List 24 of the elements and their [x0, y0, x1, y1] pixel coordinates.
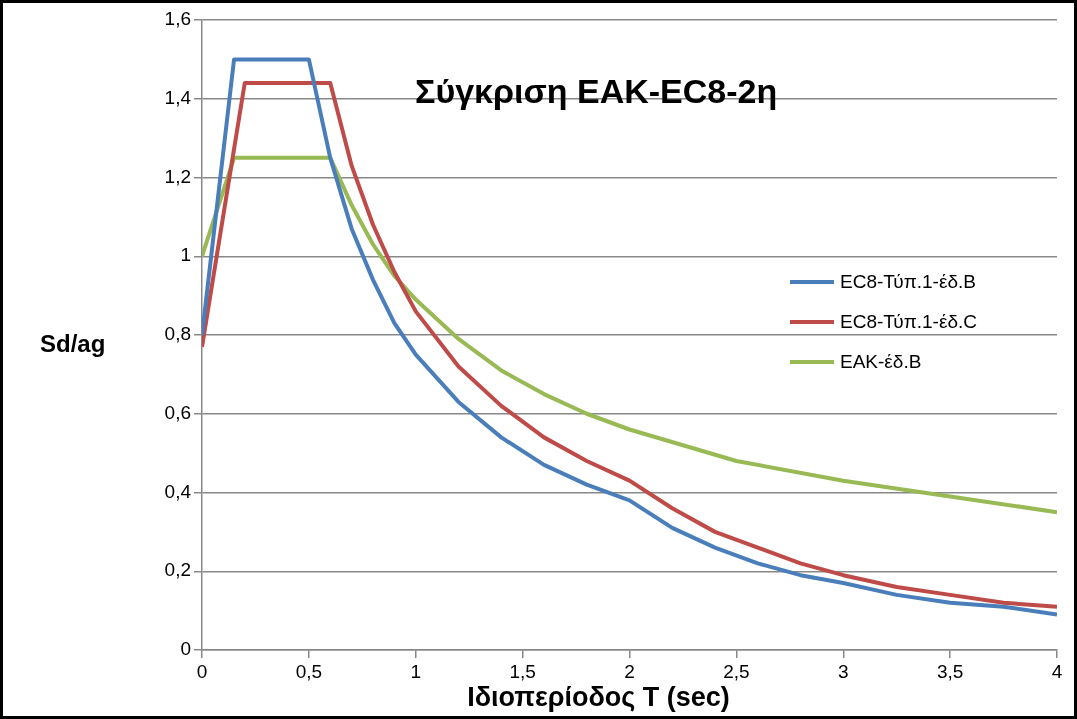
y-tick-label: 1,4: [164, 86, 192, 108]
legend-label: EC8-Τύπ.1-έδ.B: [840, 271, 976, 293]
y-tick-label: 0,8: [164, 323, 191, 345]
y-tick-label: 0,4: [164, 480, 192, 502]
x-tick-label: 2: [624, 660, 635, 682]
y-tick-label: 0,6: [164, 401, 191, 423]
y-tick-label: 0,2: [164, 559, 191, 581]
y-tick-label: 0: [180, 638, 191, 660]
x-tick-label: 3,5: [936, 660, 964, 682]
y-tick-label: 1,6: [164, 8, 191, 30]
x-tick-label: 0,5: [295, 660, 323, 682]
y-tick-label: 1,2: [164, 165, 191, 187]
x-tick-label: 4: [1051, 660, 1063, 682]
text: Σύγκριση ΕΑΚ-EC8-2η: [415, 72, 778, 111]
y-axis-title: Sd/ag: [40, 330, 106, 358]
x-tick-label: 1,5: [509, 660, 536, 682]
legend-label: EC8-Τύπ.1-έδ.C: [840, 311, 977, 333]
x-tick-label: 2,5: [723, 660, 750, 682]
legend-label: ΕΑΚ-έδ.B: [840, 351, 922, 373]
x-axis-title: Ιδιοπερίοδος T (sec): [466, 682, 731, 713]
x-tick-label: 1: [410, 660, 422, 682]
x-tick-label: 0: [196, 660, 208, 682]
x-tick-label: 3: [837, 660, 849, 682]
y-tick-label: 1: [180, 244, 191, 266]
